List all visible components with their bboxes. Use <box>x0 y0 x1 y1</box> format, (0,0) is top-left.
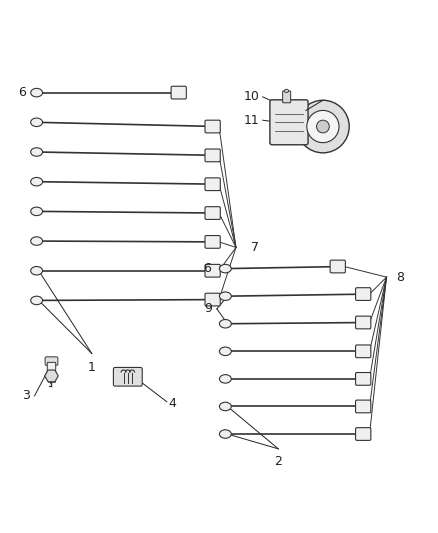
Ellipse shape <box>219 430 231 438</box>
FancyBboxPatch shape <box>356 373 371 385</box>
FancyBboxPatch shape <box>205 236 220 248</box>
Text: 10: 10 <box>244 91 259 103</box>
Ellipse shape <box>31 207 42 216</box>
Text: 2: 2 <box>275 455 283 468</box>
Ellipse shape <box>31 266 42 275</box>
FancyBboxPatch shape <box>205 149 220 161</box>
FancyBboxPatch shape <box>283 91 291 103</box>
FancyBboxPatch shape <box>330 260 346 273</box>
Text: 7: 7 <box>251 241 259 254</box>
FancyBboxPatch shape <box>47 362 56 374</box>
Text: 6: 6 <box>203 262 211 275</box>
FancyBboxPatch shape <box>356 345 371 358</box>
Ellipse shape <box>219 319 231 328</box>
Ellipse shape <box>219 402 231 411</box>
Text: 6: 6 <box>18 86 26 99</box>
Text: 1: 1 <box>88 361 96 374</box>
Text: 11: 11 <box>244 114 259 127</box>
FancyBboxPatch shape <box>356 316 371 329</box>
Ellipse shape <box>31 296 42 305</box>
FancyBboxPatch shape <box>356 427 371 440</box>
Text: 8: 8 <box>396 271 404 284</box>
Ellipse shape <box>219 375 231 383</box>
FancyBboxPatch shape <box>205 178 220 191</box>
FancyBboxPatch shape <box>356 288 371 301</box>
FancyBboxPatch shape <box>205 293 220 306</box>
Ellipse shape <box>31 118 42 126</box>
Ellipse shape <box>31 148 42 156</box>
FancyBboxPatch shape <box>270 100 308 145</box>
FancyBboxPatch shape <box>171 86 186 99</box>
FancyBboxPatch shape <box>356 400 371 413</box>
Text: 4: 4 <box>168 397 176 410</box>
FancyBboxPatch shape <box>205 264 220 277</box>
Ellipse shape <box>31 177 42 186</box>
Ellipse shape <box>219 347 231 356</box>
Ellipse shape <box>284 89 289 93</box>
FancyBboxPatch shape <box>205 207 220 220</box>
Text: 3: 3 <box>22 389 30 402</box>
FancyBboxPatch shape <box>113 367 142 386</box>
Text: 9: 9 <box>204 302 212 316</box>
Circle shape <box>307 110 339 143</box>
Ellipse shape <box>31 237 42 245</box>
Ellipse shape <box>219 292 231 301</box>
FancyBboxPatch shape <box>205 120 220 133</box>
Ellipse shape <box>31 88 42 97</box>
Circle shape <box>297 100 349 153</box>
Ellipse shape <box>219 264 231 273</box>
Circle shape <box>317 120 329 133</box>
FancyBboxPatch shape <box>45 357 58 365</box>
